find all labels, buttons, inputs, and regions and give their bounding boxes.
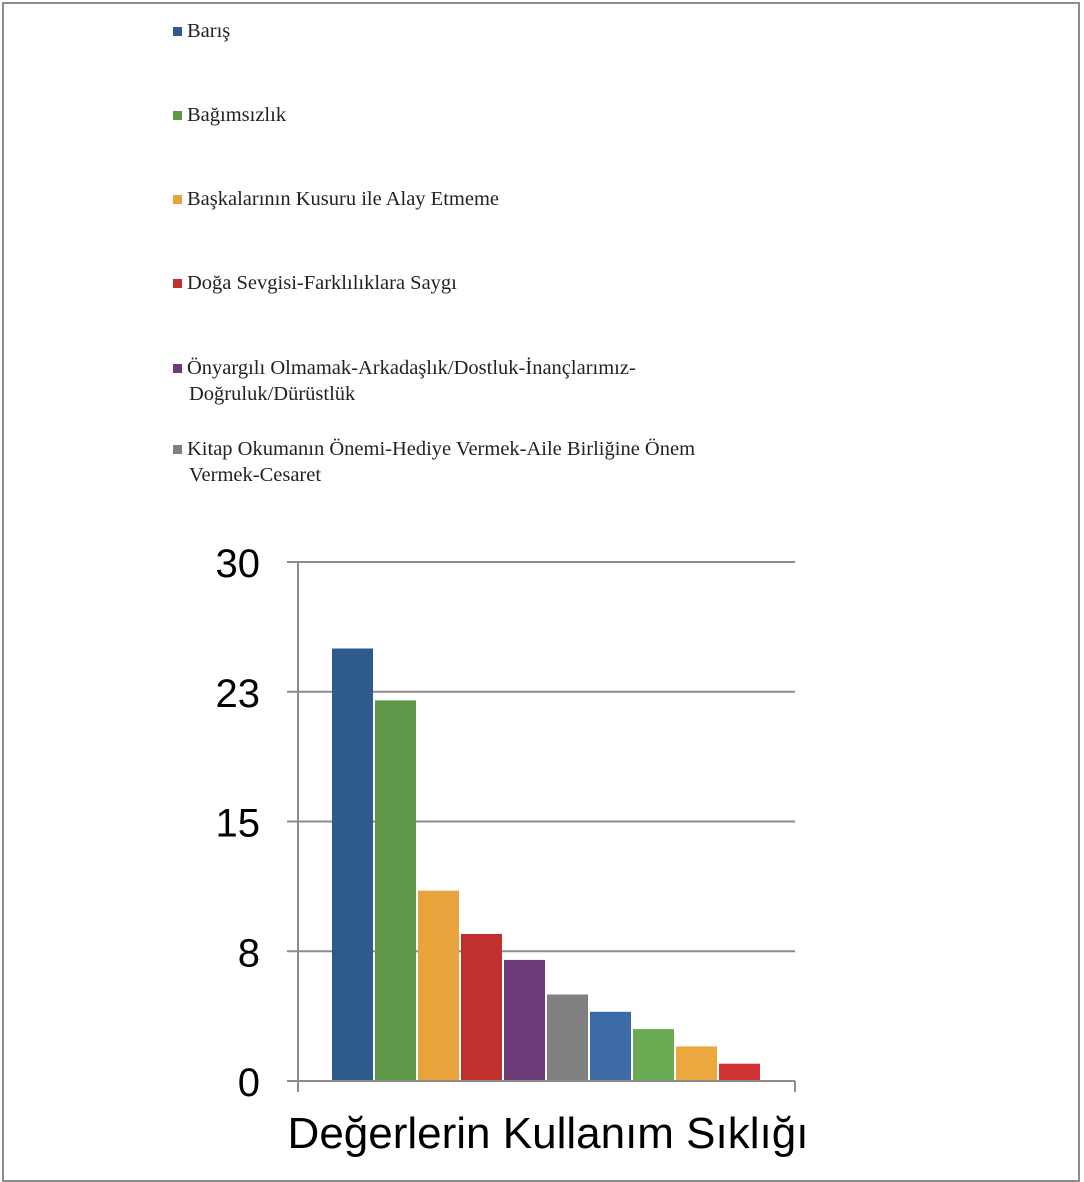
bar: [418, 890, 459, 1081]
legend-label-alay-etmeme: Başkalarının Kusuru ile Alay Etmeme: [187, 188, 499, 210]
legend-swatch-alay-etmeme: [173, 195, 182, 204]
legend: Barış Bağımsızlık Başkalarının Kusuru il…: [0, 0, 1084, 520]
legend-label-bagimsizlik: Bağımsızlık: [187, 104, 287, 126]
legend-swatch-bagimsizlik: [173, 111, 182, 120]
bar: [547, 994, 588, 1081]
legend-item-baris: Barış: [173, 18, 813, 44]
bar: [332, 648, 373, 1081]
legend-item-doga-sevgisi: Doğa Sevgisi-Farklılıklara Saygı: [173, 270, 813, 296]
legend-swatch-onyargili: [173, 364, 182, 373]
legend-swatch-doga-sevgisi: [173, 279, 182, 288]
legend-label-onyargili: Önyargılı Olmamak-Arkadaşlık/Dostluk-İna…: [187, 357, 636, 405]
bars: [332, 648, 760, 1081]
legend-label-kitap-okuma: Kitap Okumanın Önemi-Hediye Vermek-Aile …: [187, 438, 696, 486]
bar: [590, 1011, 631, 1081]
bar: [633, 1029, 674, 1081]
legend-item-kitap-okuma: Kitap Okumanın Önemi-Hediye Vermek-Aile …: [173, 436, 713, 488]
y-tick-label: 8: [238, 931, 260, 975]
x-axis-label: Değerlerin Kullanım Sıklığı: [288, 1109, 809, 1158]
legend-swatch-kitap-okuma: [173, 445, 182, 454]
axes: [287, 562, 796, 1092]
legend-item-onyargili: Önyargılı Olmamak-Arkadaşlık/Dostluk-İna…: [173, 355, 783, 407]
y-tick-label: 30: [216, 542, 261, 586]
legend-item-alay-etmeme: Başkalarının Kusuru ile Alay Etmeme: [173, 186, 813, 212]
bar: [719, 1063, 760, 1081]
bar-chart: 0 8 15 23 30 Değerlerin Kullanım Sıklığı: [216, 542, 809, 1158]
bar: [676, 1046, 717, 1081]
legend-label-doga-sevgisi: Doğa Sevgisi-Farklılıklara Saygı: [187, 272, 457, 294]
bar: [375, 700, 416, 1081]
y-tick-label: 23: [216, 672, 261, 716]
y-tick-labels: 0 8 15 23 30: [216, 542, 261, 1105]
legend-item-bagimsizlik: Bağımsızlık: [173, 102, 813, 128]
y-tick-label: 15: [216, 802, 261, 846]
y-tick-label: 0: [238, 1061, 260, 1105]
bar: [461, 933, 502, 1081]
bar: [504, 959, 545, 1081]
legend-swatch-baris: [173, 27, 182, 36]
legend-label-baris: Barış: [187, 20, 231, 42]
